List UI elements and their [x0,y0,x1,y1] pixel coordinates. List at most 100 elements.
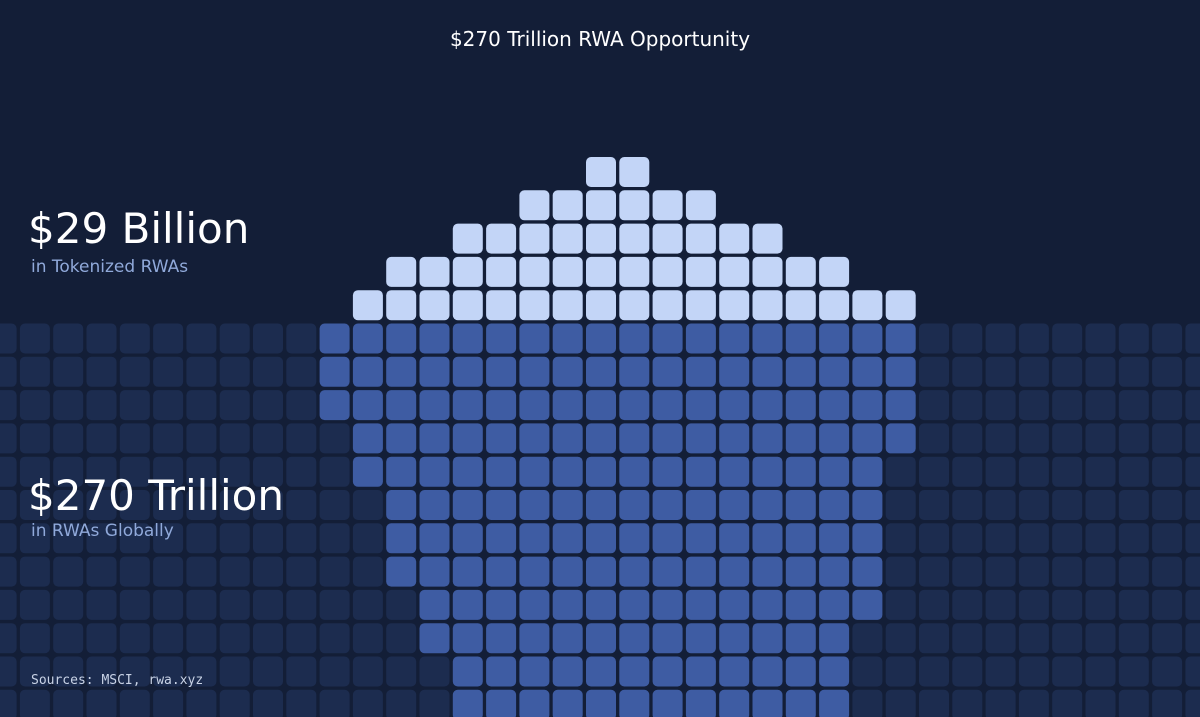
dark-tile [985,323,1016,354]
blue-tile [452,556,483,587]
dark-tile [1185,623,1200,654]
dark-tile [186,456,217,487]
stat-value: $29 Billion [28,204,249,253]
blue-tile [452,623,483,654]
dark-tile [919,523,949,554]
tile-grid [0,157,1200,717]
dark-tile [19,523,50,554]
blue-tile [685,689,716,717]
light-tile [785,256,816,287]
dark-tile [219,656,250,687]
blue-tile [619,323,650,354]
dark-tile [153,423,184,454]
light-tile [552,223,583,254]
dark-tile [153,556,184,587]
blue-tile [785,689,816,717]
dark-tile [919,623,949,654]
blue-tile [452,589,483,620]
light-tile [752,256,783,287]
dark-tile [985,456,1016,487]
blue-tile [819,356,850,387]
blue-tile [419,623,450,654]
blue-tile [785,589,816,620]
blue-tile [386,356,417,387]
blue-tile [519,689,550,717]
light-tile [719,256,750,287]
blue-tile [519,623,550,654]
dark-tile [186,689,217,717]
light-tile [752,290,783,321]
dark-tile [1118,656,1149,687]
dark-tile [952,623,983,654]
blue-tile [785,423,816,454]
dark-tile [1085,323,1116,354]
dark-tile [53,356,84,387]
blue-tile [419,390,450,421]
dark-tile [352,589,383,620]
blue-tile [352,423,383,454]
light-tile [685,256,716,287]
dark-tile [153,390,184,421]
dark-tile [1085,689,1116,717]
dark-tile [119,623,150,654]
light-tile [719,290,750,321]
dark-tile [19,623,50,654]
dark-tile [1085,356,1116,387]
dark-tile [919,356,949,387]
blue-tile [452,456,483,487]
blue-tile [819,523,850,554]
dark-tile [53,623,84,654]
dark-tile [319,656,350,687]
light-tile [519,190,550,221]
blue-tile [785,656,816,687]
dark-tile [1118,523,1149,554]
blue-tile [519,656,550,687]
blue-tile [352,456,383,487]
blue-tile [319,356,350,387]
dark-tile [885,556,916,587]
light-tile [719,223,750,254]
dark-tile [253,456,283,487]
dark-tile [286,490,317,520]
light-tile [785,290,816,321]
blue-tile [885,356,916,387]
blue-tile [419,423,450,454]
dark-tile [1152,323,1183,354]
dark-tile [53,523,84,554]
stat-label: in RWAs Globally [31,521,174,541]
dark-tile [919,390,949,421]
dark-tile [1185,589,1200,620]
blue-tile [619,623,650,654]
blue-tile [419,523,450,554]
dark-tile [352,656,383,687]
blue-tile [519,589,550,620]
blue-tile [486,323,517,354]
blue-tile [819,656,850,687]
blue-tile [619,456,650,487]
blue-tile [452,490,483,520]
light-tile [519,290,550,321]
dark-tile [0,623,17,654]
dark-tile [0,390,17,421]
dark-tile [1152,390,1183,421]
dark-tile [319,589,350,620]
dark-tile [153,323,184,354]
light-tile [586,290,616,321]
dark-tile [219,623,250,654]
light-tile [752,223,783,254]
dark-tile [1018,589,1049,620]
blue-tile [452,523,483,554]
light-tile [586,223,616,254]
light-tile [486,256,517,287]
blue-tile [486,623,517,654]
blue-tile [519,423,550,454]
light-tile [452,223,483,254]
blue-tile [719,589,750,620]
dark-tile [985,556,1016,587]
blue-tile [785,623,816,654]
blue-tile [785,390,816,421]
dark-tile [286,323,317,354]
light-tile [552,190,583,221]
dark-tile [952,656,983,687]
blue-tile [652,623,683,654]
